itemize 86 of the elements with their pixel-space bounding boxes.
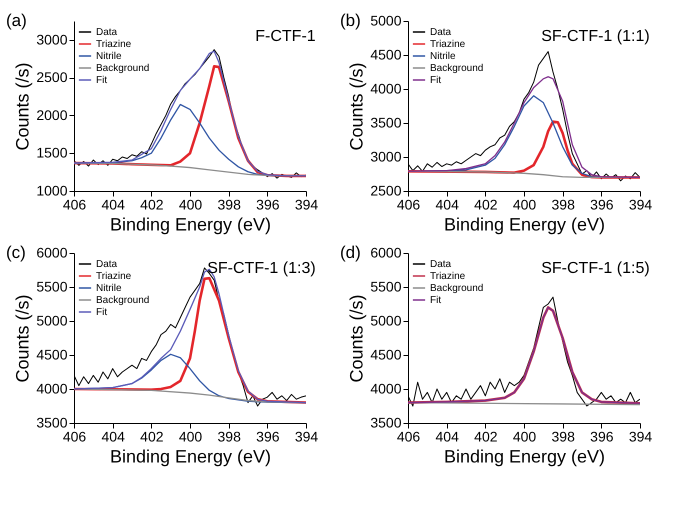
x-tick-label: 406 bbox=[396, 196, 420, 212]
legend-label: Triazine bbox=[96, 39, 132, 50]
x-tick-label: 402 bbox=[140, 196, 164, 212]
text: (a) bbox=[6, 11, 27, 30]
text: (d) bbox=[340, 243, 361, 262]
chart-title: SF-CTF-1 (1:5) bbox=[541, 260, 650, 277]
y-tick-label: 3500 bbox=[36, 414, 68, 430]
legend-label: Nitrile bbox=[430, 51, 456, 62]
x-tick-label: 406 bbox=[62, 196, 86, 212]
y-tick-label: 4000 bbox=[370, 80, 402, 96]
x-tick-label: 406 bbox=[62, 428, 86, 444]
chart-title: F-CTF-1 bbox=[255, 28, 316, 45]
legend-label: Background bbox=[96, 63, 150, 74]
y-tick-label: 3000 bbox=[36, 31, 68, 48]
x-tick-label: 404 bbox=[101, 428, 126, 444]
legend-label: Triazine bbox=[96, 271, 132, 282]
legend-label: Data bbox=[430, 27, 452, 38]
y-tick-label: 3500 bbox=[370, 414, 402, 430]
y-tick-label: 2500 bbox=[36, 69, 68, 86]
x-axis-title: Binding Energy (eV) bbox=[110, 446, 272, 466]
y-tick-label: 4000 bbox=[36, 380, 68, 396]
legend-label: Fit bbox=[430, 75, 442, 86]
y-tick-label: 2500 bbox=[370, 182, 402, 198]
y-tick-label: 5000 bbox=[36, 312, 68, 328]
legend-label: Fit bbox=[96, 75, 108, 86]
legend-label: Fit bbox=[430, 295, 442, 306]
legend-label: Nitrile bbox=[96, 283, 122, 294]
y-tick-label: 4000 bbox=[370, 380, 402, 396]
y-tick-label: 3500 bbox=[370, 114, 402, 130]
text: (b) bbox=[340, 11, 361, 30]
y-axis-title: Counts (/s) bbox=[12, 294, 32, 383]
y-tick-label: 3000 bbox=[370, 148, 402, 164]
chart-title: SF-CTF-1 (1:1) bbox=[541, 28, 650, 45]
y-tick-label: 6000 bbox=[370, 244, 402, 260]
x-tick-label: 394 bbox=[628, 196, 652, 212]
text: (c) bbox=[6, 243, 26, 262]
x-tick-label: 400 bbox=[178, 428, 202, 444]
x-tick-label: 400 bbox=[512, 428, 536, 444]
x-tick-label: 398 bbox=[551, 196, 576, 212]
y-tick-label: 4500 bbox=[370, 346, 402, 362]
x-tick-label: 402 bbox=[474, 428, 498, 444]
x-tick-label: 394 bbox=[628, 428, 652, 444]
x-tick-label: 400 bbox=[178, 196, 202, 212]
y-tick-label: 1500 bbox=[36, 144, 68, 161]
legend-label: Nitrile bbox=[96, 51, 122, 62]
y-tick-label: 5500 bbox=[370, 278, 402, 294]
x-tick-label: 394 bbox=[294, 196, 318, 212]
x-tick-label: 404 bbox=[435, 428, 460, 444]
legend-label: Triazine bbox=[430, 271, 466, 282]
x-tick-label: 402 bbox=[140, 428, 164, 444]
x-axis-title: Binding Energy (eV) bbox=[444, 446, 606, 466]
x-tick-label: 404 bbox=[101, 196, 126, 212]
x-axis-title: Binding Energy (eV) bbox=[444, 214, 606, 234]
y-tick-label: 5500 bbox=[36, 278, 68, 294]
y-tick-label: 6000 bbox=[36, 244, 68, 260]
x-tick-label: 400 bbox=[512, 196, 536, 212]
legend-label: Background bbox=[430, 283, 484, 294]
x-tick-label: 396 bbox=[256, 196, 280, 212]
legend-label: Background bbox=[430, 63, 484, 74]
legend-label: Data bbox=[430, 259, 452, 270]
x-tick-label: 394 bbox=[294, 428, 318, 444]
y-axis-title: Counts (/s) bbox=[346, 62, 366, 151]
x-tick-label: 396 bbox=[256, 428, 280, 444]
y-tick-label: 4500 bbox=[36, 346, 68, 362]
y-tick-label: 1000 bbox=[36, 182, 68, 198]
x-tick-label: 402 bbox=[474, 196, 498, 212]
x-tick-label: 398 bbox=[551, 428, 576, 444]
legend-label: Background bbox=[96, 295, 150, 306]
x-tick-label: 396 bbox=[590, 428, 614, 444]
y-tick-label: 2000 bbox=[36, 106, 68, 123]
legend-label: Fit bbox=[96, 307, 108, 318]
x-tick-label: 404 bbox=[435, 196, 460, 212]
x-tick-label: 406 bbox=[396, 428, 420, 444]
legend-label: Triazine bbox=[430, 39, 466, 50]
y-tick-label: 4500 bbox=[370, 46, 402, 62]
chart-title: SF-CTF-1 (1:3) bbox=[207, 260, 316, 277]
x-tick-label: 398 bbox=[217, 428, 242, 444]
x-axis-title: Binding Energy (eV) bbox=[110, 214, 272, 234]
x-tick-label: 396 bbox=[590, 196, 614, 212]
x-tick-label: 398 bbox=[217, 196, 242, 212]
y-axis-title: Counts (/s) bbox=[12, 62, 32, 151]
y-tick-label: 5000 bbox=[370, 312, 402, 328]
legend-label: Data bbox=[96, 259, 118, 270]
y-tick-label: 5000 bbox=[370, 12, 402, 28]
y-axis-title: Counts (/s) bbox=[346, 294, 366, 383]
legend-label: Data bbox=[96, 27, 118, 38]
